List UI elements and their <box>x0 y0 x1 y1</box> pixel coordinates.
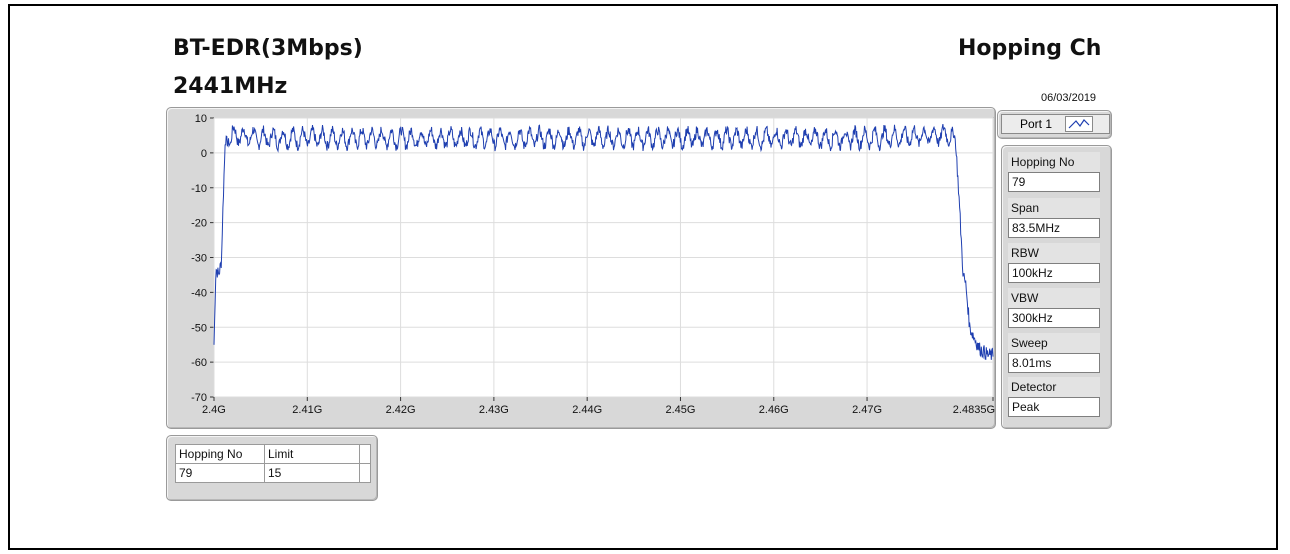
table-spacer-cell <box>359 444 371 464</box>
spectrum-chart: 10 0 -10 -20 -30 -40 -50 -60 -702.4G 2.41G 2.42G 2.… <box>191 113 995 416</box>
settings-panel: Hopping No 79 Span 83.5MHz RBW 100kHz VB… <box>1001 145 1112 429</box>
column-header-limit: Limit <box>264 444 360 464</box>
port-panel: Port 1 <box>997 110 1112 139</box>
chart-panel: 10 0 -10 -20 -30 -40 -50 -60 -70 2.4G 2.41G 2.42G 2.… <box>166 107 996 429</box>
span-label: Span <box>1008 198 1100 218</box>
sweep-field[interactable]: 8.01ms <box>1008 353 1100 373</box>
x-tick-label: 2.4G <box>202 404 226 416</box>
y-tick-label: -20 <box>191 218 207 230</box>
detector-field[interactable]: Peak <box>1008 397 1100 417</box>
limit-table: Hopping No Limit 79 15 <box>175 444 371 483</box>
limit-table-panel: Hopping No Limit 79 15 <box>166 435 378 501</box>
date-label: 06/03/2019 <box>1041 92 1097 104</box>
column-header-hopping-no: Hopping No <box>175 444 265 464</box>
x-tick-label: 2.4835G <box>953 404 995 416</box>
band-title: BT-EDR(3Mbps) <box>173 36 363 61</box>
cell-hopping-no: 79 <box>175 463 265 483</box>
y-tick-label: -50 <box>191 322 207 334</box>
x-tick-label: 2.45G <box>665 404 695 416</box>
mode-title: Hopping Ch <box>958 36 1102 61</box>
table-row: 79 15 <box>175 463 371 483</box>
table-header-row: Hopping No Limit <box>175 444 371 464</box>
x-tick-label: 2.43G <box>479 404 509 416</box>
x-tick-label: 2.46G <box>759 404 789 416</box>
detector-label: Detector <box>1008 377 1100 397</box>
rbw-label: RBW <box>1008 243 1100 263</box>
y-tick-label: 10 <box>195 113 207 125</box>
vbw-label: VBW <box>1008 288 1100 308</box>
y-tick-label: -40 <box>191 287 207 299</box>
vbw-field[interactable]: 300kHz <box>1008 308 1100 328</box>
spectrum-trace <box>213 124 994 360</box>
y-tick-label: -10 <box>191 183 207 195</box>
cell-limit: 15 <box>264 463 360 483</box>
span-field[interactable]: 83.5MHz <box>1008 218 1100 238</box>
rbw-field[interactable]: 100kHz <box>1008 263 1100 283</box>
y-tick-label: -60 <box>191 357 207 369</box>
x-tick-label: 2.41G <box>292 404 322 416</box>
y-tick-label: -70 <box>191 392 207 404</box>
trace-icon <box>1065 116 1093 132</box>
hopping-no-field[interactable]: 79 <box>1008 172 1100 192</box>
y-tick-label: 0 <box>201 148 207 160</box>
frequency-title: 2441MHz <box>173 74 288 99</box>
sweep-label: Sweep <box>1008 333 1100 353</box>
x-tick-label: 2.42G <box>386 404 416 416</box>
hopping-no-label: Hopping No <box>1008 152 1100 172</box>
port-selector[interactable]: Port 1 <box>1001 114 1110 134</box>
x-tick-label: 2.47G <box>852 404 882 416</box>
y-tick-label: -30 <box>191 253 207 265</box>
table-spacer-cell <box>359 463 371 483</box>
port-label: Port 1 <box>1020 117 1053 131</box>
x-tick-label: 2.44G <box>572 404 602 416</box>
